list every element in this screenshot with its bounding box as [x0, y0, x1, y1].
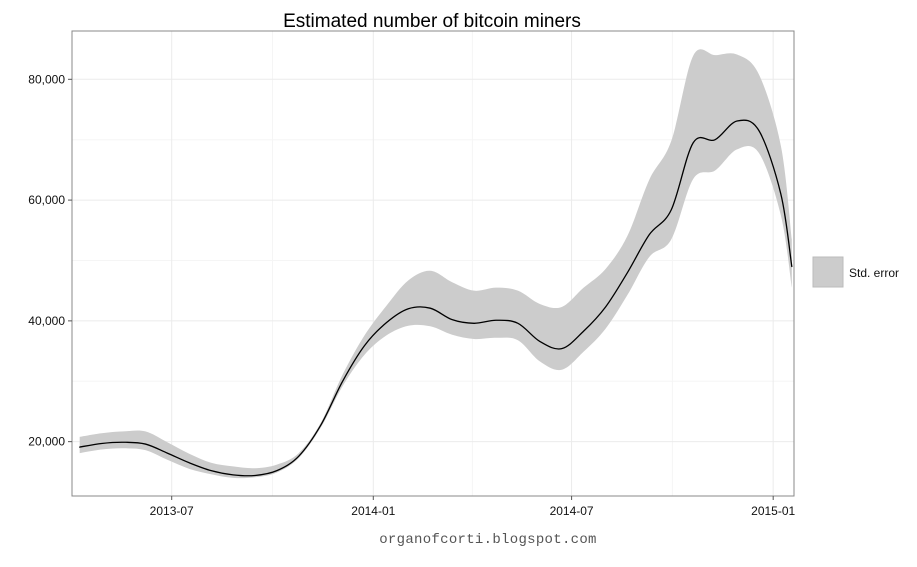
chart-title: Estimated number of bitcoin miners [283, 11, 581, 32]
miners-estimate-line [79, 119, 793, 477]
legend-label-std-error: Std. error [849, 266, 899, 280]
y-axis: 20,000 40,000 60,000 80,000 [28, 72, 72, 449]
line-layer [79, 119, 793, 477]
x-tick-label: 2013-07 [150, 504, 194, 518]
ribbon-layer [79, 49, 792, 479]
std-error-ribbon [79, 49, 792, 479]
legend: Std. error [812, 256, 899, 288]
credit-text: organofcorti.blogspot.com [379, 532, 597, 548]
legend-key-std-error [812, 256, 844, 288]
y-tick-label: 40,000 [28, 314, 65, 328]
x-axis: 2013-07 2014-01 2014-07 2015-01 [150, 496, 796, 518]
y-tick-label: 60,000 [28, 193, 65, 207]
panel-border [71, 30, 795, 497]
x-tick-label: 2015-01 [751, 504, 795, 518]
x-tick-label: 2014-07 [550, 504, 594, 518]
x-tick-label: 2014-01 [351, 504, 395, 518]
y-tick-label: 80,000 [28, 72, 65, 86]
y-tick-label: 20,000 [28, 435, 65, 449]
